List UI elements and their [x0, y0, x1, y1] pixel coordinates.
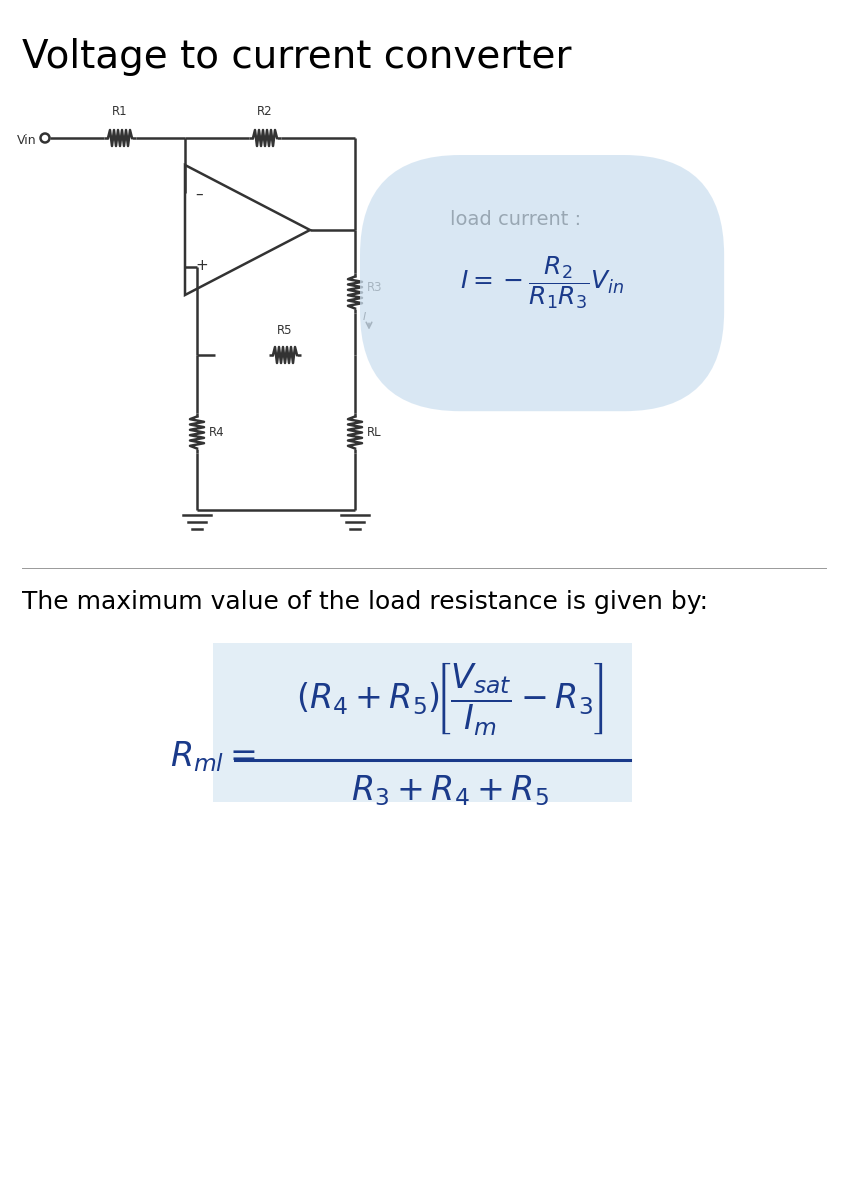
Text: R5: R5	[277, 324, 293, 337]
Text: $I = -\dfrac{R_2}{R_1 R_3}V_{in}$: $I = -\dfrac{R_2}{R_1 R_3}V_{in}$	[460, 254, 624, 311]
FancyBboxPatch shape	[213, 643, 632, 802]
Text: –: –	[195, 186, 203, 202]
Text: R4: R4	[209, 426, 225, 439]
Text: $R_{ml} =$: $R_{ml} =$	[170, 739, 256, 774]
Text: I: I	[363, 312, 366, 323]
Text: Vin: Vin	[17, 133, 37, 146]
Text: R2: R2	[257, 104, 273, 118]
Text: load current :: load current :	[450, 210, 581, 229]
Text: $R_3 + R_4 + R_5$: $R_3 + R_4 + R_5$	[351, 773, 549, 808]
Text: $(R_4 + R_5)\!\left[\dfrac{V_{sat}}{I_m} - R_3\right]$: $(R_4 + R_5)\!\left[\dfrac{V_{sat}}{I_m}…	[296, 660, 604, 737]
Text: R3: R3	[367, 281, 382, 294]
Text: Voltage to current converter: Voltage to current converter	[22, 38, 572, 76]
Text: R1: R1	[112, 104, 128, 118]
Text: RL: RL	[367, 426, 382, 439]
Text: +: +	[195, 258, 208, 274]
Text: The maximum value of the load resistance is given by:: The maximum value of the load resistance…	[22, 590, 708, 614]
